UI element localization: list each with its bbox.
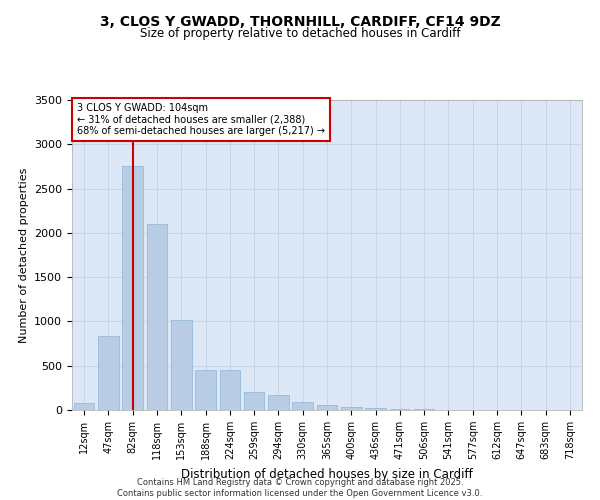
- Bar: [268, 395, 289, 410]
- Bar: [244, 392, 265, 410]
- Bar: [195, 370, 216, 410]
- Bar: [98, 336, 119, 410]
- X-axis label: Distribution of detached houses by size in Cardiff: Distribution of detached houses by size …: [181, 468, 473, 480]
- Y-axis label: Number of detached properties: Number of detached properties: [19, 168, 29, 342]
- Bar: [341, 407, 362, 410]
- Bar: [317, 405, 337, 410]
- Text: 3 CLOS Y GWADD: 104sqm
← 31% of detached houses are smaller (2,388)
68% of semi-: 3 CLOS Y GWADD: 104sqm ← 31% of detached…: [77, 103, 325, 136]
- Bar: [171, 320, 191, 410]
- Text: Contains HM Land Registry data © Crown copyright and database right 2025.
Contai: Contains HM Land Registry data © Crown c…: [118, 478, 482, 498]
- Text: Size of property relative to detached houses in Cardiff: Size of property relative to detached ho…: [140, 28, 460, 40]
- Bar: [122, 166, 143, 410]
- Bar: [365, 408, 386, 410]
- Bar: [220, 370, 240, 410]
- Bar: [389, 409, 410, 410]
- Bar: [146, 224, 167, 410]
- Bar: [292, 402, 313, 410]
- Text: 3, CLOS Y GWADD, THORNHILL, CARDIFF, CF14 9DZ: 3, CLOS Y GWADD, THORNHILL, CARDIFF, CF1…: [100, 15, 500, 29]
- Bar: [74, 404, 94, 410]
